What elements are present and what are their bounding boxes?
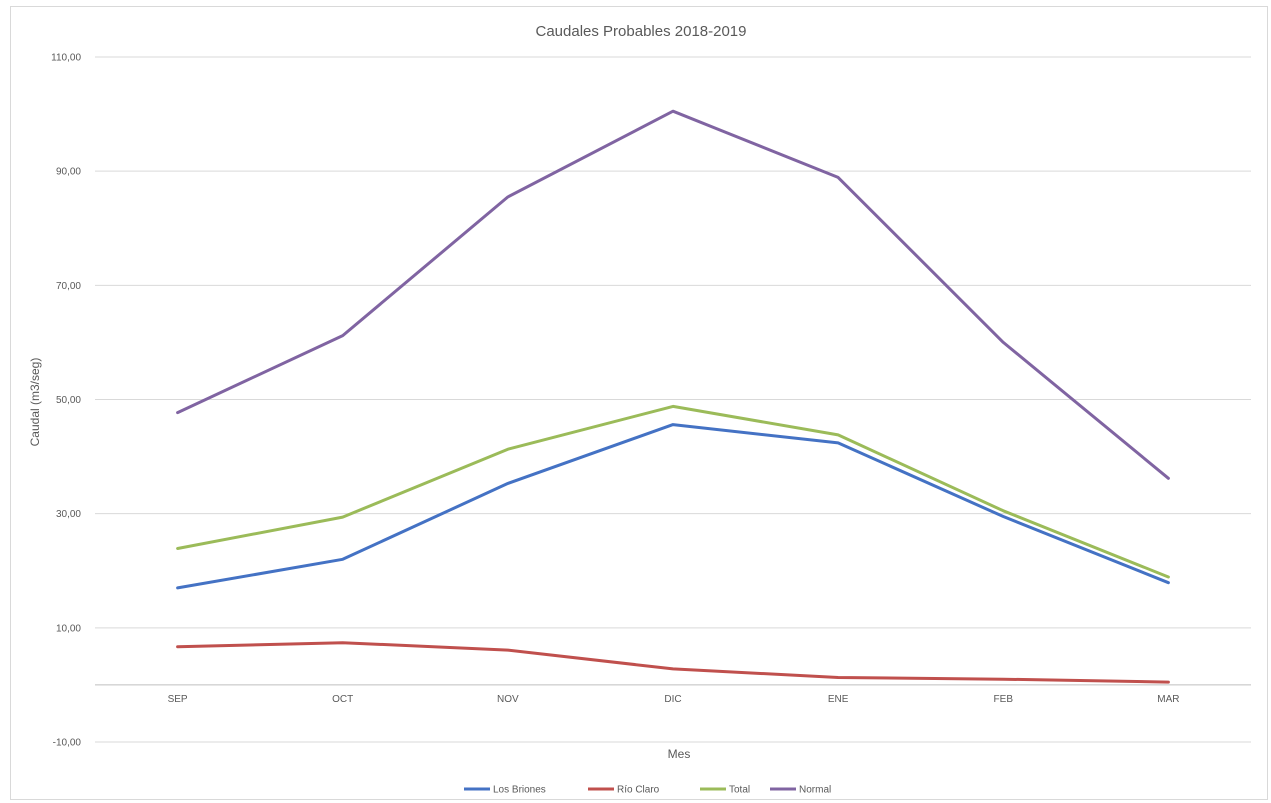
legend-label: Río Claro [617,785,660,796]
legend-label: Normal [799,785,831,796]
legend-label: Los Briones [493,785,546,796]
y-tick-label: 30,00 [56,509,81,520]
y-axis-ticks: -10,00 10,00 30,00 50,00 70,00 90,00 110,00 [51,53,81,749]
y-tick-label: 90,00 [56,167,81,178]
x-tick-label: ENE [828,694,849,705]
line-chart: Caudales Probables 2018-2019 -10,00 10,00… [28,23,1251,796]
x-axis-title: Mes [668,747,691,761]
series-line-normal [176,109,1170,480]
x-axis-ticks: SEP OCT NOV DIC ENE FEB MAR [168,694,1180,705]
x-tick-label: FEB [994,694,1014,705]
y-tick-label: 70,00 [56,281,81,292]
series-lines [176,109,1170,684]
gridlines [95,56,1251,743]
x-tick-label: MAR [1157,694,1179,705]
series-line-total [176,404,1170,579]
y-tick-label: 110,00 [51,53,81,64]
y-tick-label: 10,00 [56,623,81,634]
x-tick-label: DIC [664,694,681,705]
x-tick-label: OCT [332,694,353,705]
legend-item-normal: Normal [770,785,831,796]
series-line-r-o-claro [176,641,1170,684]
y-tick-label: 50,00 [56,395,81,406]
legend-item-r-o-claro: Río Claro [588,785,660,796]
y-tick-label: -10,00 [53,738,82,749]
series-line-los-briones [176,423,1170,590]
chart-frame: Caudales Probables 2018-2019 -10,00 10,00… [10,6,1268,800]
legend-label: Total [729,785,750,796]
chart-title: Caudales Probables 2018-2019 [536,23,747,40]
y-axis-title: Caudal (m3/seg) [28,358,42,447]
x-tick-label: SEP [168,694,188,705]
x-tick-label: NOV [497,694,519,705]
legend: Los Briones Río Claro Total Normal [464,785,831,796]
legend-item-los-briones: Los Briones [464,785,546,796]
legend-item-total: Total [700,785,750,796]
